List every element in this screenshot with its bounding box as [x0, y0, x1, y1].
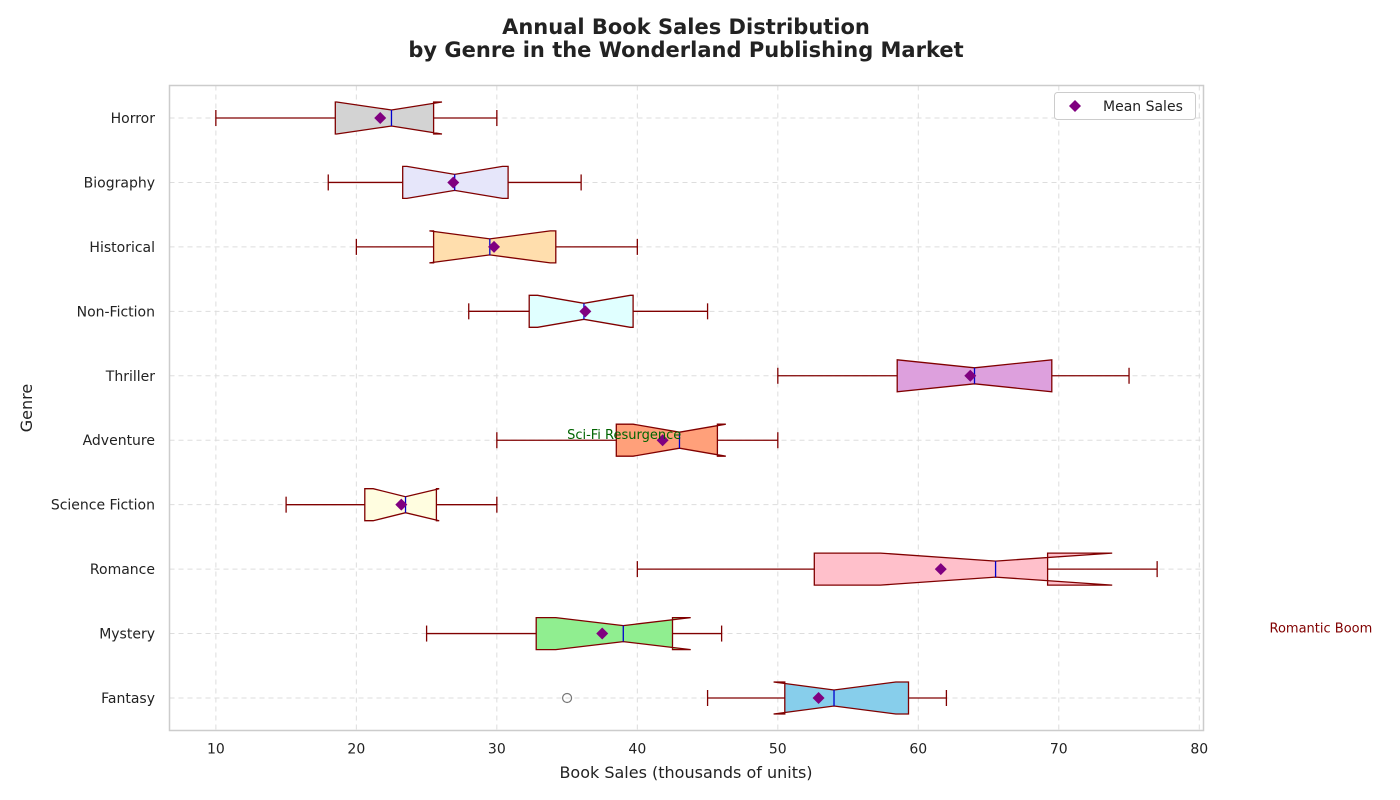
notched-box — [813, 552, 1113, 586]
notched-box — [615, 423, 726, 457]
mean-marker — [596, 627, 609, 640]
mean-marker — [447, 176, 460, 189]
box-historical — [355, 230, 638, 264]
box-mystery — [425, 616, 723, 651]
mean-marker — [395, 498, 408, 511]
legend-mean-marker — [1069, 100, 1081, 112]
mean-marker — [812, 692, 825, 704]
plot-area — [169, 85, 1204, 731]
y-tick-label-romance: Romance — [90, 562, 155, 578]
legend: Mean Sales — [1054, 92, 1196, 120]
box-non-fiction — [468, 294, 709, 328]
box-adventure — [496, 423, 779, 457]
mean-marker — [934, 563, 947, 576]
box-fantasy — [561, 681, 948, 715]
notched-box — [773, 681, 910, 715]
chart-title-line-2: by Genre in the Wonderland Publishing Ma… — [408, 38, 963, 62]
x-tick-label: 10 — [207, 742, 225, 758]
mean-marker — [964, 369, 977, 382]
x-tick-label: 50 — [769, 742, 787, 758]
box-thriller — [777, 359, 1130, 393]
mean-marker — [374, 112, 387, 124]
y-tick-label-adventure: Adventure — [83, 433, 155, 449]
y-tick-label-non-fiction: Non-Fiction — [77, 304, 155, 320]
annotation-romantic-boom: Romantic Boom — [1270, 622, 1373, 637]
y-tick-label-mystery: Mystery — [99, 627, 155, 643]
legend-mean-label: Mean Sales — [1103, 99, 1183, 115]
x-axis-label: Book Sales (thousands of units) — [559, 763, 812, 782]
annotations: Sci-Fi Resurgence Romantic Boom — [567, 428, 1372, 636]
notched-box — [535, 616, 691, 651]
y-axis-label: Genre — [17, 384, 36, 432]
y-tick-label-science-fiction: Science Fiction — [51, 498, 155, 514]
y-tick-label-thriller: Thriller — [105, 369, 155, 385]
ticks: 10 20 30 40 50 60 70 80 Fantasy Mystery Romance Sci… — [51, 111, 1208, 758]
box-romance — [636, 552, 1158, 586]
outlier-point — [561, 692, 573, 704]
annotation-sci-fi-resurgence: Sci-Fi Resurgence — [567, 428, 681, 443]
mean-marker — [579, 305, 592, 318]
box-biography — [327, 165, 582, 200]
y-tick-label-fantasy: Fantasy — [101, 691, 155, 707]
box-horror — [215, 101, 498, 135]
plot-frame — [168, 84, 1205, 732]
x-tick-label: 70 — [1050, 742, 1068, 758]
legend-frame — [1054, 92, 1196, 120]
x-tick-label: 20 — [347, 742, 365, 758]
y-tick-label-historical: Historical — [89, 240, 155, 256]
y-tick-label-horror: Horror — [111, 111, 156, 127]
boxes — [215, 101, 1158, 715]
chart-title-line-1: Annual Book Sales Distribution — [502, 15, 870, 39]
x-tick-label: 60 — [909, 742, 927, 758]
x-tick-label: 30 — [488, 742, 506, 758]
y-tick-label-biography: Biography — [84, 175, 155, 191]
box-science-fiction — [285, 488, 498, 522]
mean-marker — [488, 240, 501, 253]
mean-marker — [656, 434, 669, 447]
x-tick-label: 40 — [628, 742, 646, 758]
x-tick-label: 80 — [1190, 742, 1208, 758]
notched-box — [334, 101, 443, 135]
